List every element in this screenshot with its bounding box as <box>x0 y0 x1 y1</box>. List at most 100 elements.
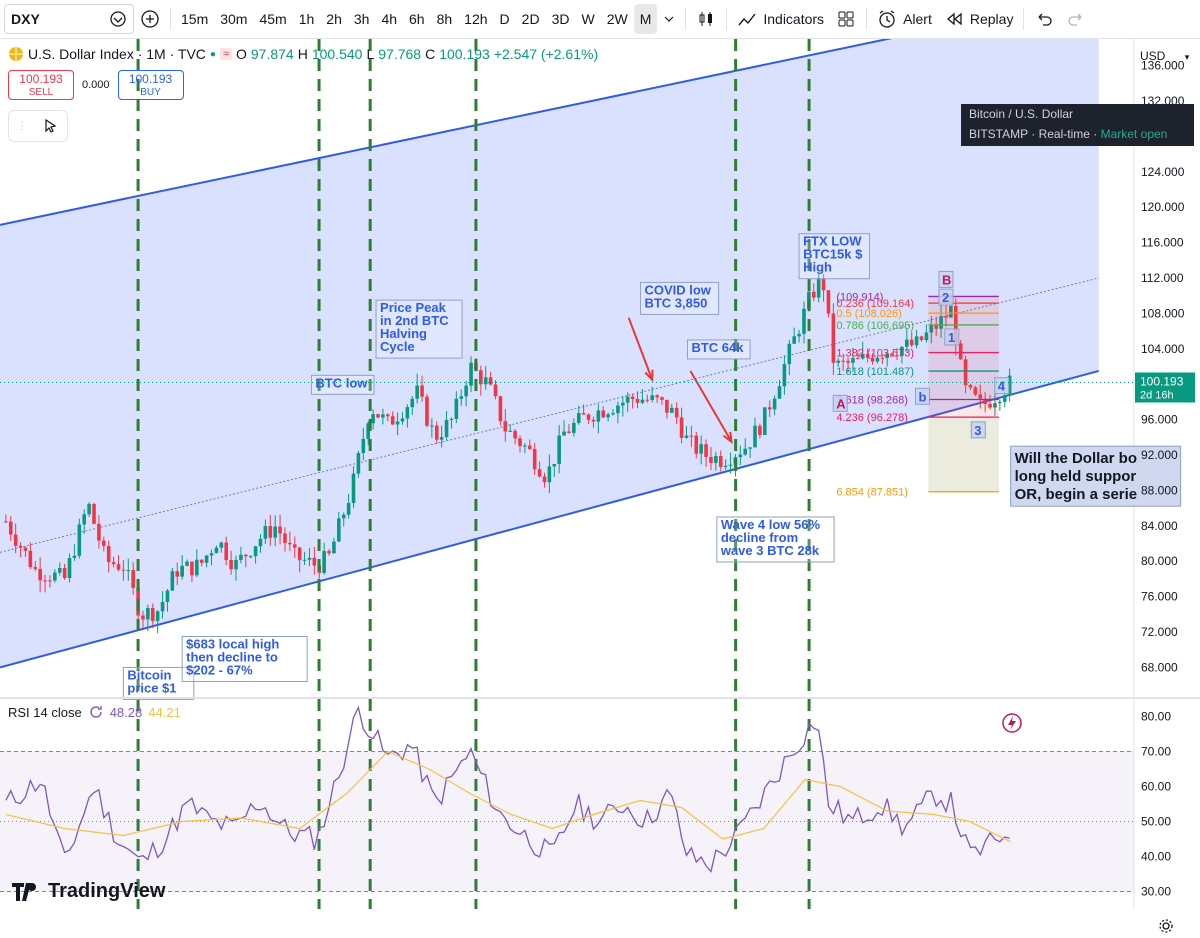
open-label: O <box>236 46 247 62</box>
toolbar-divider <box>866 8 868 30</box>
layouts-grid-icon[interactable] <box>830 4 862 34</box>
cursor-arrow-icon[interactable] <box>43 118 59 134</box>
candle-body <box>591 419 596 422</box>
annotation-text: FTX LOW <box>803 234 862 249</box>
candle-body <box>949 306 953 318</box>
add-symbol-icon[interactable] <box>134 4 166 34</box>
annotation-arrow[interactable] <box>689 370 733 443</box>
wave-label-box[interactable] <box>970 421 986 439</box>
currency-selector[interactable]: USD ▾ <box>1136 46 1196 68</box>
candle-body <box>180 565 184 577</box>
symbol-search[interactable]: DXY <box>4 4 134 34</box>
sell-price: 100.193 <box>19 72 63 86</box>
annotation-arrow[interactable] <box>627 317 654 381</box>
interval-45m[interactable]: 45m <box>259 11 287 27</box>
indicators-label: Indicators <box>763 11 825 27</box>
change-value: +2.547 (+2.61%) <box>493 46 599 62</box>
wave-label-box[interactable] <box>914 387 930 405</box>
interval-3d[interactable]: 3D <box>551 11 570 27</box>
interval-w[interactable]: W <box>581 11 595 27</box>
interval-2w[interactable]: 2W <box>606 11 628 27</box>
alert-button[interactable]: Alert <box>871 4 938 34</box>
interval-15m[interactable]: 15m <box>181 11 209 27</box>
candle-body <box>895 355 899 357</box>
chart-canvas[interactable]: 0.236 (109.164)(109.914) 0.5 (108.026)0.7… <box>0 39 1200 938</box>
wave-label-box[interactable] <box>938 270 954 288</box>
candle-body <box>655 395 659 398</box>
trade-panel: 100.193 SELL 0.000 100.193 BUY <box>8 70 184 100</box>
candle-body <box>596 410 601 422</box>
rsi-tick-label: 80.00 <box>1141 710 1171 724</box>
symbol-compare-icon[interactable] <box>109 10 127 28</box>
chevron-down-icon: ▾ <box>1184 52 1190 62</box>
candle-body <box>62 568 67 579</box>
wave-label-box[interactable] <box>832 394 848 412</box>
replay-button[interactable]: Replay <box>938 4 1020 34</box>
candle-body <box>669 407 674 413</box>
candle-body <box>48 580 52 582</box>
candle-body <box>13 534 18 546</box>
wave-label-text: A <box>836 396 846 411</box>
candle-body <box>341 514 346 519</box>
gear-icon[interactable] <box>1158 918 1174 934</box>
annotation-text: decline from <box>721 530 798 545</box>
annotation-box[interactable] <box>716 516 835 563</box>
candle-body <box>469 362 473 386</box>
interval-4h[interactable]: 4h <box>381 11 398 27</box>
candle-body <box>38 568 42 581</box>
tooltip-status: Market open <box>1100 127 1168 141</box>
sell-button[interactable]: 100.193 SELL <box>8 70 74 100</box>
annotation-box[interactable] <box>375 299 463 359</box>
candle-body <box>699 444 703 454</box>
annotation-box[interactable] <box>798 233 870 280</box>
candle-body <box>483 377 488 385</box>
lightning-icon[interactable] <box>1002 713 1022 733</box>
candle-body <box>963 359 968 386</box>
interval-d[interactable]: D <box>499 11 510 27</box>
last-price-badge[interactable] <box>1135 372 1195 403</box>
candle-body <box>527 445 532 449</box>
interval-12h[interactable]: 12h <box>464 11 488 27</box>
wave-label-box[interactable] <box>994 377 1010 395</box>
candle-body <box>288 542 292 545</box>
rsi-ma-value: 44.21 <box>148 704 181 720</box>
buy-button[interactable]: 100.193 BUY <box>117 70 184 100</box>
annotation-text: BTC low <box>315 375 368 390</box>
annotation-box[interactable] <box>686 339 751 360</box>
redo-icon[interactable] <box>1060 4 1092 34</box>
candles-style-icon[interactable] <box>690 4 722 34</box>
interval-2d[interactable]: 2D <box>521 11 540 27</box>
interval-6h[interactable]: 6h <box>409 11 425 27</box>
drag-handle-icon[interactable]: ⋮ <box>17 120 27 132</box>
annotation-box[interactable] <box>181 635 308 682</box>
price-tick-label: 108.000 <box>1141 306 1185 320</box>
interval-8h[interactable]: 8h <box>436 11 453 27</box>
wave-label-box[interactable] <box>944 328 960 346</box>
annotation-text: BTC 64k <box>691 340 744 355</box>
rsi-ma-line[interactable] <box>5 750 1011 843</box>
interval-1h[interactable]: 1h <box>298 11 315 27</box>
indicators-button[interactable]: Indicators <box>731 4 830 34</box>
annotation-box[interactable] <box>310 374 375 395</box>
rsi-line[interactable] <box>5 705 1010 873</box>
candle-body <box>860 354 865 359</box>
candle-body <box>102 540 106 546</box>
interval-30m[interactable]: 30m <box>220 11 248 27</box>
interval-2h[interactable]: 2h <box>326 11 342 27</box>
annotation-arrow-head <box>722 431 733 444</box>
annotation-text: BTC 3,850 <box>644 295 707 310</box>
chevron-down-icon[interactable] <box>657 4 681 34</box>
annotation-text: price $1 <box>127 680 176 695</box>
candle-body <box>410 398 415 408</box>
candle-body <box>459 396 464 399</box>
channel-upper-line[interactable] <box>0 39 1099 226</box>
candle-body <box>562 431 566 436</box>
annotation-box[interactable] <box>1010 445 1182 507</box>
interval-3h[interactable]: 3h <box>353 11 370 27</box>
refresh-icon[interactable] <box>88 704 104 720</box>
undo-icon[interactable] <box>1028 4 1060 34</box>
channel-lower-line[interactable] <box>0 369 1100 669</box>
interval-m[interactable]: M <box>633 4 658 34</box>
wave-label-box[interactable] <box>938 288 954 306</box>
annotation-box[interactable] <box>639 281 720 315</box>
